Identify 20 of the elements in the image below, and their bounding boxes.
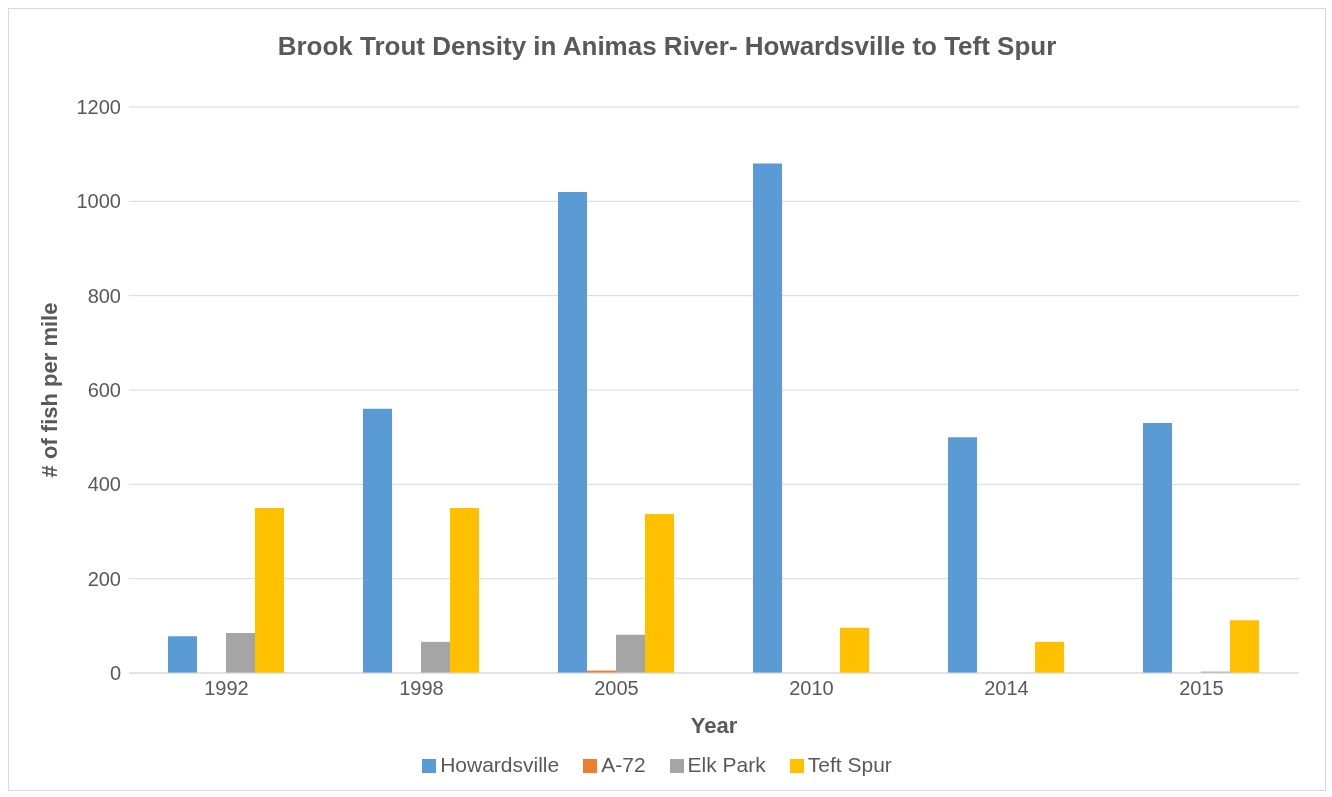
chart-title: Brook Trout Density in Animas River- Howardsville to Teft Spur — [276, 30, 1058, 63]
x-tick-label: 2010 — [789, 677, 834, 700]
legend-label: A-72 — [601, 753, 646, 776]
x-tick-label: 2014 — [984, 677, 1029, 700]
y-tick-label: 1000 — [76, 190, 121, 213]
x-tick-label: 2015 — [1179, 677, 1224, 700]
y-tick-label: 0 — [109, 662, 121, 685]
x-axis-title: Year — [690, 713, 738, 738]
y-tick-label: 200 — [87, 567, 121, 590]
y-tick-label: 800 — [87, 284, 121, 307]
x-tick-label: 2005 — [594, 677, 639, 700]
legend-label: Elk Park — [687, 753, 766, 776]
y-tick-label: 600 — [87, 379, 121, 402]
x-tick-label: 1992 — [204, 677, 249, 700]
legend-label: Teft Spur — [807, 753, 892, 776]
y-tick-label: 400 — [87, 473, 121, 496]
y-tick-label: 1200 — [76, 96, 121, 119]
y-axis-title: # of fish per mile — [36, 302, 62, 478]
legend-label: Howardsville — [440, 753, 560, 776]
x-tick-label: 1998 — [399, 677, 444, 700]
